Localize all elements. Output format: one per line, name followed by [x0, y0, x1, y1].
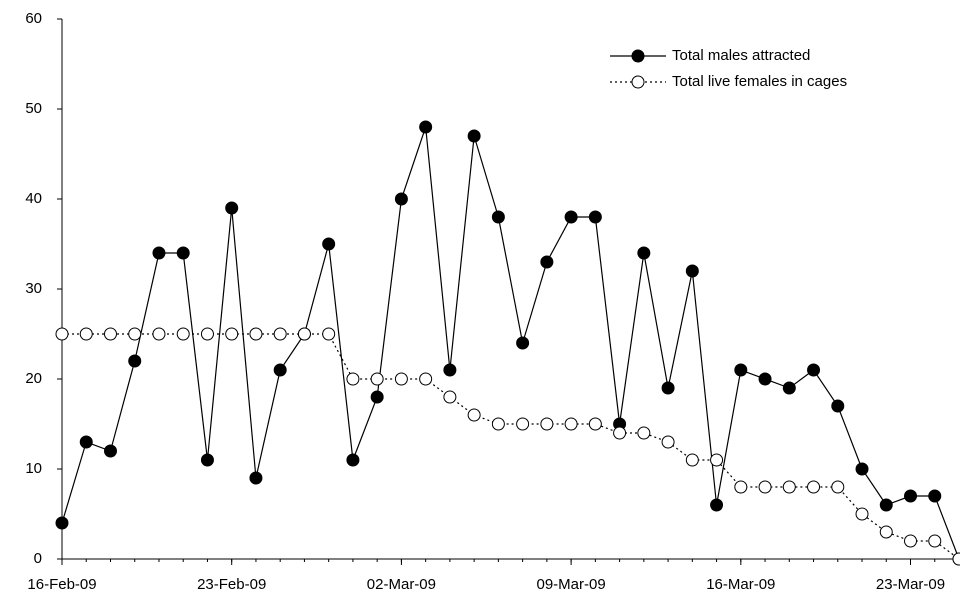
- marker: [225, 201, 239, 215]
- marker: [152, 327, 166, 341]
- marker: [637, 426, 651, 440]
- marker: [55, 327, 69, 341]
- marker: [249, 471, 263, 485]
- marker: [782, 480, 796, 494]
- marker: [613, 426, 627, 440]
- marker: [855, 507, 869, 521]
- x-tick-label: 23-Feb-09: [197, 576, 266, 593]
- marker: [928, 534, 942, 548]
- marker: [394, 192, 408, 206]
- legend-marker: [631, 49, 645, 63]
- marker: [128, 327, 142, 341]
- marker: [443, 363, 457, 377]
- marker: [904, 534, 918, 548]
- x-tick-label: 23-Mar-09: [876, 576, 945, 593]
- x-tick-label: 09-Mar-09: [537, 576, 606, 593]
- marker: [734, 480, 748, 494]
- marker: [152, 246, 166, 260]
- marker: [322, 327, 336, 341]
- marker: [103, 444, 117, 458]
- marker: [79, 327, 93, 341]
- marker: [685, 264, 699, 278]
- marker: [782, 381, 796, 395]
- marker: [879, 498, 893, 512]
- marker: [685, 453, 699, 467]
- x-tick-label: 16-Feb-09: [27, 576, 96, 593]
- marker: [273, 363, 287, 377]
- marker: [297, 327, 311, 341]
- y-tick-label: 0: [34, 550, 42, 567]
- marker: [419, 372, 433, 386]
- marker: [249, 327, 263, 341]
- x-tick-label: 16-Mar-09: [706, 576, 775, 593]
- marker: [661, 435, 675, 449]
- marker: [831, 480, 845, 494]
- y-tick-label: 10: [25, 460, 42, 477]
- marker: [661, 381, 675, 395]
- marker: [807, 480, 821, 494]
- marker: [370, 372, 384, 386]
- marker: [540, 255, 554, 269]
- marker: [200, 327, 214, 341]
- marker: [952, 552, 960, 566]
- marker: [322, 237, 336, 251]
- marker: [540, 417, 554, 431]
- marker: [564, 210, 578, 224]
- y-tick-label: 40: [25, 190, 42, 207]
- legend-label: Total males attracted: [672, 47, 810, 64]
- marker: [807, 363, 821, 377]
- marker: [516, 336, 530, 350]
- series-line: [61, 126, 960, 560]
- marker: [855, 462, 869, 476]
- marker: [831, 399, 845, 413]
- marker: [394, 372, 408, 386]
- y-tick-label: 20: [25, 370, 42, 387]
- marker: [928, 489, 942, 503]
- marker: [758, 480, 772, 494]
- marker: [491, 210, 505, 224]
- x-tick-label: 02-Mar-09: [367, 576, 436, 593]
- marker: [273, 327, 287, 341]
- marker: [346, 453, 360, 467]
- marker: [346, 372, 360, 386]
- marker: [55, 516, 69, 530]
- marker: [176, 327, 190, 341]
- marker: [467, 408, 481, 422]
- marker: [758, 372, 772, 386]
- y-tick-label: 50: [25, 100, 42, 117]
- marker: [467, 129, 481, 143]
- marker: [176, 246, 190, 260]
- marker: [103, 327, 117, 341]
- marker: [225, 327, 239, 341]
- marker: [443, 390, 457, 404]
- marker: [564, 417, 578, 431]
- y-tick-label: 30: [25, 280, 42, 297]
- marker: [588, 417, 602, 431]
- marker: [200, 453, 214, 467]
- legend-label: Total live females in cages: [672, 73, 847, 90]
- marker: [419, 120, 433, 134]
- legend-marker: [631, 75, 645, 89]
- marker: [588, 210, 602, 224]
- marker: [370, 390, 384, 404]
- marker: [710, 498, 724, 512]
- y-tick-label: 60: [25, 10, 42, 27]
- marker: [516, 417, 530, 431]
- marker: [904, 489, 918, 503]
- marker: [710, 453, 724, 467]
- marker: [734, 363, 748, 377]
- marker: [79, 435, 93, 449]
- marker: [879, 525, 893, 539]
- marker: [491, 417, 505, 431]
- marker: [637, 246, 651, 260]
- marker: [128, 354, 142, 368]
